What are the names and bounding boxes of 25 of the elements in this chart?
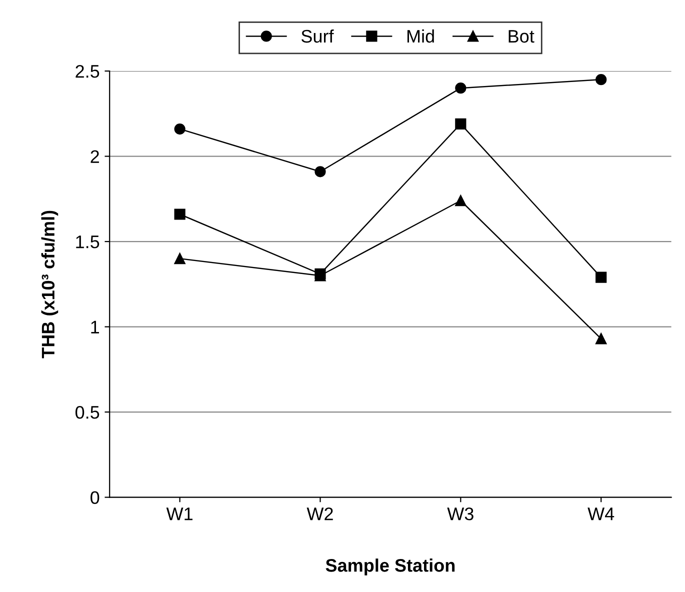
point bbox=[455, 118, 466, 130]
point bbox=[174, 208, 186, 220]
point bbox=[174, 253, 186, 264]
point bbox=[455, 82, 466, 94]
y-tick-label: 2.5 bbox=[76, 64, 100, 78]
legend-label: Surf bbox=[301, 29, 334, 43]
y-tick-label: 0 bbox=[90, 491, 100, 504]
point bbox=[174, 123, 186, 135]
x-tick-label: W2 bbox=[306, 507, 333, 520]
point bbox=[596, 272, 607, 283]
point bbox=[596, 74, 607, 86]
x-tick-label: W3 bbox=[447, 507, 474, 520]
point bbox=[314, 166, 326, 178]
y-tick-label: 0.5 bbox=[75, 406, 100, 419]
legend-label: Bot bbox=[508, 30, 534, 43]
y-tick-label: 1 bbox=[91, 320, 99, 334]
y-tick-label: 1.5 bbox=[76, 236, 100, 248]
x-axis-title: Sample Station bbox=[326, 558, 455, 576]
legend-label: Mid bbox=[407, 29, 434, 43]
point bbox=[596, 333, 607, 344]
y-tick-label: 2 bbox=[90, 150, 99, 163]
y-axis-title: THB (x10³ cfu/ml) bbox=[41, 210, 58, 358]
x-tick-label: W4 bbox=[588, 508, 614, 520]
x-tick-label: W1 bbox=[166, 508, 192, 520]
point bbox=[455, 195, 466, 206]
